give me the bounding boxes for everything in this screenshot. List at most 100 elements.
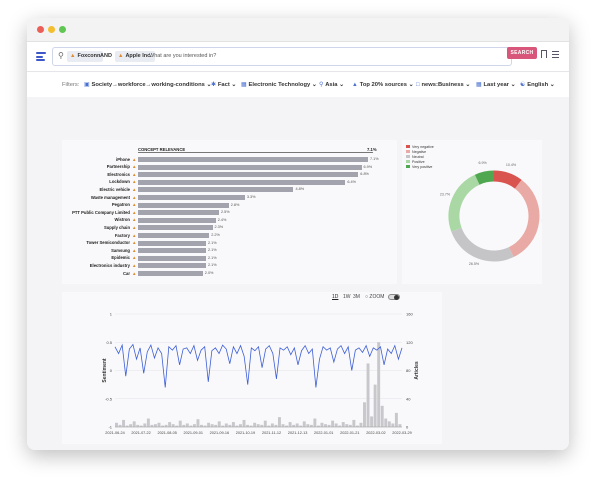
legend-label[interactable]: Positive	[412, 159, 425, 164]
x-tick-label: 2021-11-12	[262, 431, 281, 435]
close-dot[interactable]	[37, 26, 44, 33]
relevance-bar[interactable]	[138, 187, 294, 193]
relevance-bar[interactable]	[138, 202, 229, 208]
bar-category-label: Epidemic	[111, 255, 130, 261]
relevance-bar[interactable]	[138, 248, 207, 254]
range-3m-button[interactable]: 3M	[353, 294, 360, 300]
donut-slice	[448, 174, 480, 232]
articles-bar	[203, 425, 207, 427]
bar-category-label: Pegatron	[111, 202, 130, 208]
articles-bar	[320, 422, 324, 427]
bar-category-label: Partnership	[106, 164, 130, 170]
relevance-bar[interactable]	[138, 157, 368, 162]
relevance-bar[interactable]	[138, 172, 359, 178]
articles-bar	[118, 424, 122, 427]
relevance-bar[interactable]	[138, 255, 207, 261]
relevance-bar[interactable]	[138, 225, 213, 231]
relevance-bar[interactable]	[138, 240, 207, 246]
filter-fact[interactable]: ✱ Fact ⌄	[211, 82, 237, 88]
menu-icon[interactable]	[552, 51, 559, 60]
articles-bar	[384, 418, 388, 427]
articles-bar	[249, 425, 253, 427]
bar-category-label: Wistron	[114, 217, 130, 223]
relevance-bar[interactable]	[138, 195, 245, 200]
articles-bar	[217, 421, 221, 427]
filter-date-range[interactable]: ▦ Last year ⌄	[476, 82, 516, 88]
relevance-header: CONCEPT RELEVANCE	[138, 147, 186, 152]
browser-window: ⚲ ▲ Foxconn AND ▲ Apple Inc. What are you …	[27, 18, 569, 450]
articles-bar	[182, 424, 186, 427]
relevance-bar[interactable]	[138, 164, 362, 170]
articles-bar	[185, 423, 189, 427]
articles-bar	[324, 424, 327, 427]
relevance-bar[interactable]	[138, 263, 207, 269]
range-1w-button[interactable]: 1W	[343, 294, 351, 300]
relevance-bar[interactable]	[138, 271, 203, 276]
articles-bar	[316, 425, 320, 427]
x-tick-label: 2021-12-13	[288, 431, 307, 435]
articles-bar	[171, 424, 175, 427]
zoom-toggle-switch[interactable]	[388, 294, 400, 300]
articles-bar	[313, 418, 317, 427]
articles-bar	[157, 422, 161, 427]
articles-bar	[256, 424, 260, 427]
legend-label[interactable]: Negative	[412, 149, 427, 154]
legend-label[interactable]: Neutral	[412, 154, 424, 159]
legend-label[interactable]: Very positive	[412, 164, 433, 169]
search-input[interactable]: What are you interested in?	[149, 53, 217, 59]
range-1d-button[interactable]: 1D	[332, 294, 339, 300]
search-button[interactable]: SEARCH	[507, 47, 537, 59]
zoom-toggle-label[interactable]: ○ ZOOM	[365, 294, 385, 300]
bar-value-label: 2.1%	[208, 248, 217, 253]
articles-bar	[210, 424, 214, 427]
filter-region[interactable]: ⚲ Asia ⌄	[319, 82, 344, 88]
articles-bar	[125, 425, 129, 427]
filter-topic[interactable]: ▣ Society→workforce→working-conditions ⌄	[84, 82, 212, 88]
flame-icon: ▲	[132, 240, 137, 246]
articles-bar	[132, 421, 136, 427]
relevance-bar[interactable]	[138, 179, 346, 185]
bar-value-label: 6.4%	[347, 179, 356, 184]
legend-label[interactable]: Very negative	[412, 144, 434, 149]
relevance-bar[interactable]	[138, 210, 219, 216]
articles-bar	[288, 422, 292, 427]
legend-swatch	[406, 150, 410, 153]
query-chip-foxconn[interactable]: ▲ Foxconn	[67, 51, 104, 62]
y-tick-label: -1	[108, 425, 112, 430]
articles-bar	[391, 423, 395, 427]
query-chip-apple[interactable]: ▲ Apple Inc.	[115, 51, 155, 62]
relevance-bar[interactable]	[138, 217, 216, 223]
bookmark-icon[interactable]	[541, 50, 547, 58]
sentiment-timeline-panel: 1D 1W 3M ○ ZOOM 1 0.5 0 -0.5 -1 160 120 80 40 0 Se…	[62, 292, 442, 444]
zoom-dot[interactable]	[59, 26, 66, 33]
x-tick-label: 2022-03-02	[366, 431, 385, 435]
bar-value-label: 6.8%	[360, 172, 369, 177]
filter-sources[interactable]: ▲ Top 20% sources ⌄	[352, 82, 414, 88]
donut-slice	[508, 179, 540, 258]
articles-bar	[341, 422, 345, 427]
articles-bar	[387, 421, 391, 427]
minimize-dot[interactable]	[48, 26, 55, 33]
relevance-bar[interactable]	[138, 233, 210, 238]
y2-axis-label: Articles	[414, 361, 420, 380]
articles-bar	[175, 425, 179, 427]
filter-news-category[interactable]: □ news:Business ⌄	[416, 82, 471, 88]
flame-icon: ▲	[132, 179, 137, 185]
articles-bar	[338, 425, 342, 427]
filter-language[interactable]: ☯ English ⌄	[520, 82, 555, 88]
articles-bar	[327, 424, 331, 427]
articles-bar	[168, 422, 172, 427]
articles-bar	[370, 416, 374, 427]
flame-icon: ▲	[70, 53, 76, 59]
bar-category-label: Waste management	[90, 194, 130, 200]
bar-category-label: Factory	[114, 232, 130, 238]
y2-tick-label: 80	[406, 368, 411, 373]
articles-bar	[363, 402, 366, 427]
flame-icon: ▲	[132, 217, 137, 223]
search-query-box[interactable]: ⚲ ▲ Foxconn AND ▲ Apple Inc. What are you …	[52, 47, 527, 66]
app-logo-icon[interactable]	[36, 52, 46, 61]
query-operator[interactable]: AND	[100, 53, 112, 59]
articles-bar	[299, 425, 303, 427]
filter-industry[interactable]: ▦ Electronic Technology ⌄	[241, 82, 317, 88]
